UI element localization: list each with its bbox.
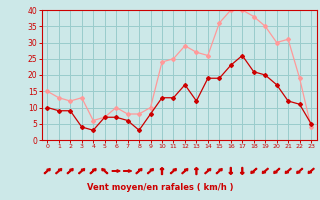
Text: Vent moyen/en rafales ( km/h ): Vent moyen/en rafales ( km/h ) [87, 183, 233, 192]
